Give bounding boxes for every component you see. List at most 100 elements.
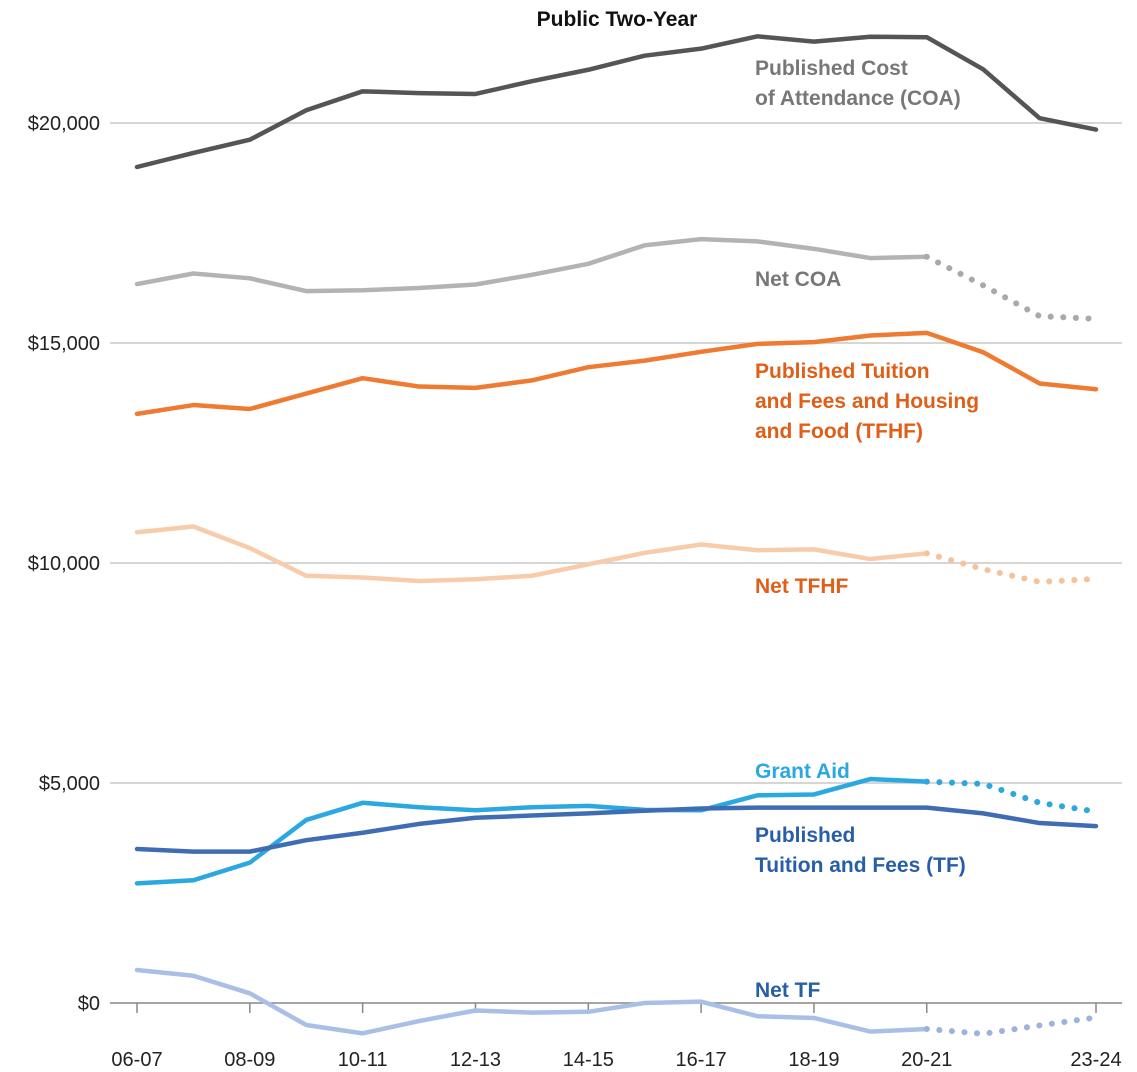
y-tick-label: $20,000 (28, 113, 100, 135)
data-point (1038, 801, 1042, 805)
data-point (248, 276, 252, 280)
data-point (1094, 824, 1098, 828)
data-point (135, 847, 139, 851)
data-point (135, 530, 139, 534)
data-point (586, 804, 590, 808)
data-point (1094, 577, 1098, 581)
data-point (417, 286, 421, 290)
data-point (868, 334, 872, 338)
data-point (981, 283, 985, 287)
data-point (586, 1010, 590, 1014)
data-point (417, 91, 421, 95)
data-point (925, 35, 929, 39)
data-point (361, 288, 365, 292)
data-point (473, 1008, 477, 1012)
series-0 (134, 34, 1099, 170)
data-point (304, 838, 308, 842)
data-point (417, 579, 421, 583)
series-6 (134, 967, 1099, 1037)
data-point (417, 822, 421, 826)
series-label: Published Cost of Attendance (COA) (755, 57, 961, 110)
series-label-line: Grant Aid (755, 760, 850, 783)
data-point (756, 342, 760, 346)
series-label-line: and Food (TFHF) (755, 420, 923, 443)
data-point (248, 546, 252, 550)
data-point (812, 792, 816, 796)
data-point (304, 392, 308, 396)
series-label-line: Published (755, 824, 855, 847)
data-point (248, 861, 252, 865)
data-point (1038, 1023, 1042, 1027)
data-point (1094, 387, 1098, 391)
series-line (134, 330, 1099, 417)
data-point (191, 403, 195, 407)
data-point (925, 331, 929, 335)
data-point (868, 1030, 872, 1034)
series-projection-line (923, 253, 1099, 322)
data-point (191, 974, 195, 978)
data-point (304, 289, 308, 293)
series-label-line: Published Tuition (755, 360, 930, 383)
x-tick-label: 14-15 (563, 1049, 614, 1071)
data-point (981, 811, 985, 815)
data-point (417, 1019, 421, 1023)
data-point (925, 806, 929, 810)
data-point (643, 54, 647, 58)
data-point (135, 282, 139, 286)
data-point (361, 801, 365, 805)
data-point (1038, 821, 1042, 825)
data-point (643, 359, 647, 363)
series-label-line: Net COA (755, 268, 841, 291)
data-point (530, 805, 534, 809)
data-point (812, 40, 816, 44)
data-point (530, 1011, 534, 1015)
series-projection-line (923, 778, 1099, 815)
data-point (361, 1031, 365, 1035)
data-point (925, 780, 929, 784)
data-point (473, 282, 477, 286)
series-line (134, 34, 1099, 170)
data-point (699, 47, 703, 51)
data-point (1094, 810, 1098, 814)
data-point (135, 968, 139, 972)
data-point (699, 350, 703, 354)
data-point (191, 850, 195, 854)
data-point (1094, 317, 1098, 321)
series-label: Grant Aid (755, 760, 850, 783)
data-point (191, 524, 195, 528)
data-point (361, 376, 365, 380)
data-point (417, 805, 421, 809)
x-tick-label: 10-11 (338, 1049, 388, 1071)
data-point (473, 816, 477, 820)
x-tick-label: 18-19 (788, 1049, 839, 1071)
series-label: Net COA (755, 268, 841, 291)
data-point (586, 68, 590, 72)
y-tick-label: $5,000 (39, 773, 100, 795)
data-point (530, 574, 534, 578)
data-point (643, 243, 647, 247)
y-tick-label: $10,000 (28, 553, 100, 575)
data-point (756, 34, 760, 38)
x-tick-label: 20-21 (901, 1049, 952, 1071)
data-point (981, 350, 985, 354)
data-point (868, 806, 872, 810)
series-line (134, 967, 930, 1036)
data-point (417, 385, 421, 389)
data-point (135, 881, 139, 885)
data-point (191, 878, 195, 882)
data-point (981, 782, 985, 786)
data-point (643, 1001, 647, 1005)
data-point (868, 777, 872, 781)
data-point (699, 543, 703, 547)
y-tick-label: $0 (78, 993, 100, 1015)
series-label-line: Published Cost (755, 57, 908, 80)
data-point (756, 806, 760, 810)
data-point (248, 850, 252, 854)
series-2 (134, 330, 1099, 417)
data-point (191, 151, 195, 155)
data-point (925, 551, 929, 555)
data-point (304, 108, 308, 112)
series-line (134, 236, 930, 294)
data-point (812, 806, 816, 810)
